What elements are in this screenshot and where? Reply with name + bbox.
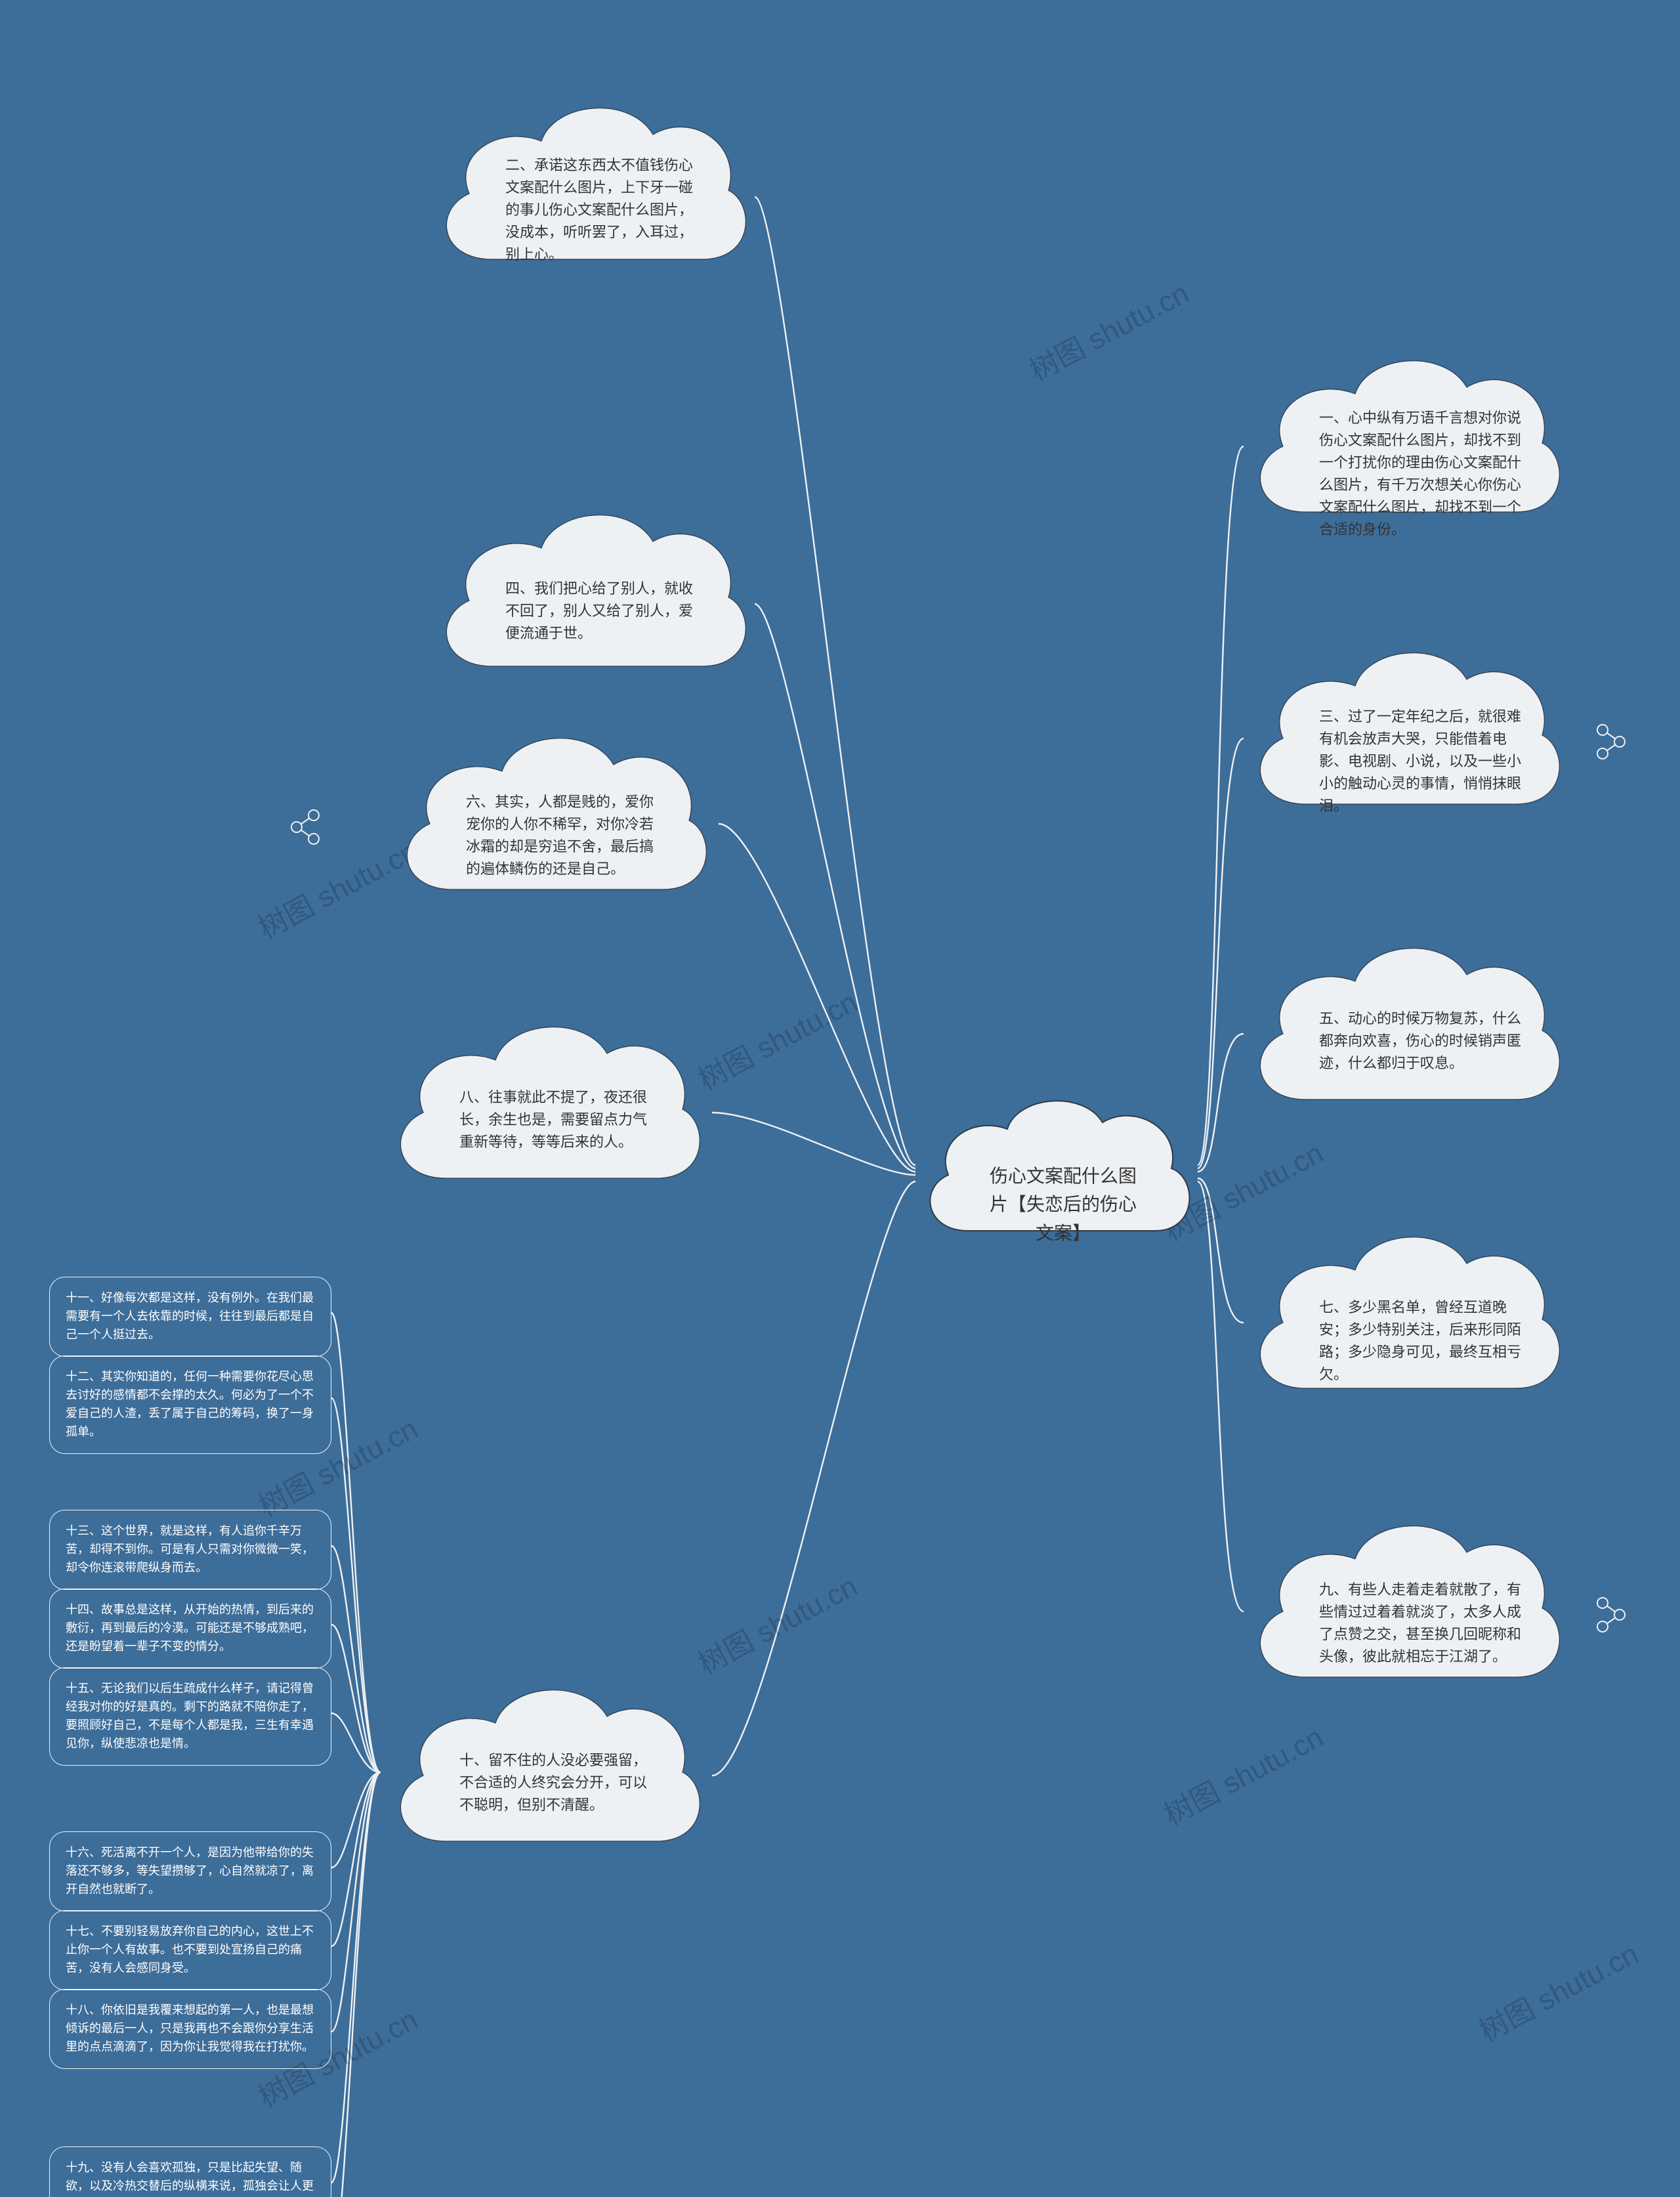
watermark: 树图 shutu.cn <box>690 979 864 1098</box>
share-icon <box>1595 722 1628 765</box>
watermark: 树图 shutu.cn <box>1471 1930 1645 2050</box>
node-15: 十五、无论我们以后生疏成什么样子，请记得曾经我对你的好是真的。剩下的路就不陪你走… <box>49 1667 331 1766</box>
node-7-text: 七、多少黑名单，曾经互道晚安；多少特别关注，后来形同陌路；多少隐身可见，最终互相… <box>1319 1296 1522 1386</box>
node-3-text: 三、过了一定年纪之后，就很难有机会放声大哭，只能借着电影、电视剧、小说，以及一些… <box>1319 706 1522 817</box>
node-1: 一、心中纵有万语千言想对你说伤心文案配什么图片，却找不到一个打扰你的理由伤心文案… <box>1227 338 1575 555</box>
node-4-text: 四、我们把心给了别人，就收不回了，别人又给了别人，爱便流通于世。 <box>505 578 702 645</box>
node-2-text: 二、承诺这东西太不值钱伤心文案配什么图片，上下牙一碰的事儿伤心文案配什么图片，没… <box>505 154 702 266</box>
watermark: 树图 shutu.cn <box>1156 1714 1330 1833</box>
node-14: 十四、故事总是这样，从开始的热情，到后来的敷衍，再到最后的冷漠。可能还是不够成熟… <box>49 1589 331 1669</box>
node-3: 三、过了一定年纪之后，就很难有机会放声大哭，只能借着电影、电视剧、小说，以及一些… <box>1227 630 1575 847</box>
watermark: 树图 shutu.cn <box>1021 270 1195 389</box>
node-11: 十一、好像每次都是这样，没有例外。在我们最需要有一个人去依靠的时候，往往到最后都… <box>49 1277 331 1357</box>
node-17: 十七、不要别轻易放弃你自己的内心，这世上不止你一个人有故事。也不要到处宣扬自己的… <box>49 1910 331 1990</box>
node-13: 十三、这个世界，就是这样，有人追你千辛万苦，却得不到你。可是有人只需对你微微一笑… <box>49 1510 331 1590</box>
node-12: 十二、其实你知道的，任何一种需要你花尽心思去讨好的感情都不会撑的太久。何必为了一… <box>49 1355 331 1454</box>
share-icon <box>1595 1595 1628 1638</box>
watermark: 树图 shutu.cn <box>690 1563 864 1682</box>
node-9: 九、有些人走着走着就散了，有些情过过着着就淡了，太多人成了点赞之交，甚至换几回昵… <box>1227 1503 1575 1720</box>
node-8-text: 八、往事就此不提了，夜还很长，余生也是，需要留点力气重新等待，等等后来的人。 <box>459 1086 656 1153</box>
node-16: 十六、死活离不开一个人，是因为他带给你的失落还不够多，等失望攒够了，心自然就凉了… <box>49 1831 331 1911</box>
node-7: 七、多少黑名单，曾经互道晚安；多少特别关注，后来形同陌路；多少隐身可见，最终互相… <box>1227 1214 1575 1431</box>
node-18: 十八、你依旧是我覆来想起的第一人，也是最想倾诉的最后一人，只是我再也不会跟你分享… <box>49 1989 331 2069</box>
node-10: 十、留不住的人没必要强留，不合适的人终究会分开，可以不聪明，但别不清醒。 <box>368 1667 715 1884</box>
node-9-text: 九、有些人走着走着就散了，有些情过过着着就淡了，太多人成了点赞之交，甚至换几回昵… <box>1319 1579 1522 1668</box>
node-2: 二、承诺这东西太不值钱伤心文案配什么图片，上下牙一碰的事儿伤心文案配什么图片，没… <box>413 85 761 302</box>
node-1-text: 一、心中纵有万语千言想对你说伤心文案配什么图片，却找不到一个打扰你的理由伤心文案… <box>1319 407 1522 542</box>
center-node-text: 伤心文案配什么图片【失恋后的伤心文案】 <box>984 1162 1142 1247</box>
center-node: 伤心文案配什么图片【失恋后的伤心文案】 <box>899 1077 1201 1273</box>
node-6: 六、其实，人都是贱的，爱你宠你的人你不稀罕，对你冷若冰霜的却是穷追不舍，最后搞的… <box>374 715 722 932</box>
node-6-text: 六、其实，人都是贱的，爱你宠你的人你不稀罕，对你冷若冰霜的却是穷追不舍，最后搞的… <box>466 791 663 880</box>
node-8: 八、往事就此不提了，夜还很长，余生也是，需要留点力气重新等待，等等后来的人。 <box>368 1004 715 1221</box>
share-icon <box>289 807 322 850</box>
node-19: 十九、没有人会喜欢孤独，只是比起失望、随欲，以及冷热交替后的纵横来说，孤独会让人… <box>49 2146 331 2197</box>
node-5-text: 五、动心的时候万物复苏，什么都奔向欢喜，伤心的时候销声匿迹，什么都归于叹息。 <box>1319 1008 1522 1075</box>
node-4: 四、我们把心给了别人，就收不回了，别人又给了别人，爱便流通于世。 <box>413 492 761 709</box>
node-5: 五、动心的时候万物复苏，什么都奔向欢喜，伤心的时候销声匿迹，什么都归于叹息。 <box>1227 926 1575 1142</box>
node-10-text: 十、留不住的人没必要强留，不合适的人终究会分开，可以不聪明，但别不清醒。 <box>459 1749 656 1816</box>
